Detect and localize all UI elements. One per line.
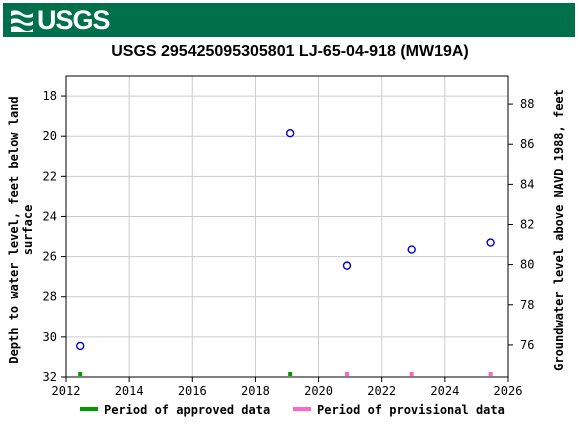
period-marker-provisional <box>409 372 414 376</box>
y-left-axis-ticks: 18 20 22 24 26 28 30 32 <box>43 89 66 384</box>
legend-provisional-label: Period of provisional data <box>317 403 505 417</box>
data-point <box>285 128 295 138</box>
data-point <box>486 238 495 247</box>
y-right-tick-label: 86 <box>520 137 534 151</box>
y-right-tick-label: 82 <box>520 217 534 231</box>
y-left-axis-label-line2: surface <box>21 205 35 256</box>
logo-text: USGS <box>37 5 111 35</box>
y-left-axis-label-line1: Depth to water level, feet below land <box>7 96 21 363</box>
x-tick-label: 2016 <box>178 384 207 398</box>
x-tick-label: 2014 <box>115 384 144 398</box>
legend-approved-swatch <box>80 407 98 411</box>
y-left-tick-label: 30 <box>43 330 57 344</box>
grid-lines <box>65 76 509 378</box>
data-point <box>407 245 416 254</box>
legend-approved-label: Period of approved data <box>104 403 270 417</box>
y-right-tick-label: 76 <box>520 338 534 352</box>
usgs-banner: USGS <box>3 3 575 37</box>
y-right-tick-label: 88 <box>520 97 534 111</box>
y-right-axis-label: Groundwater level above NAVD 1988, feet <box>552 89 566 371</box>
y-left-tick-label: 32 <box>43 370 57 384</box>
legend: Period of approved data Period of provis… <box>80 403 505 417</box>
data-points <box>76 128 495 351</box>
x-tick-label: 2022 <box>367 384 396 398</box>
x-tick-label: 2018 <box>241 384 270 398</box>
y-left-tick-label: 24 <box>43 209 57 223</box>
y-right-tick-label: 78 <box>520 298 534 312</box>
x-tick-label: 2012 <box>52 384 81 398</box>
usgs-wave-icon <box>11 10 33 32</box>
y-left-tick-label: 18 <box>43 89 57 103</box>
chart-title: USGS 295425095305801 LJ-65-04-918 (MW19A… <box>111 43 469 60</box>
period-marker-provisional <box>344 372 349 376</box>
data-point <box>76 341 85 351</box>
y-right-tick-label: 84 <box>520 177 534 191</box>
period-marker-provisional <box>488 372 493 376</box>
plot-frame <box>65 75 509 378</box>
usgs-logo[interactable]: USGS <box>9 5 111 35</box>
y-right-tick-label: 80 <box>520 258 534 272</box>
x-tick-label: 2020 <box>304 384 333 398</box>
period-marker-approved <box>78 372 83 376</box>
x-tick-label: 2024 <box>430 384 459 398</box>
y-left-tick-label: 20 <box>43 129 57 143</box>
y-left-tick-label: 28 <box>43 290 57 304</box>
y-left-tick-label: 22 <box>43 169 57 183</box>
x-tick-label: 2026 <box>494 384 523 398</box>
y-right-axis-ticks: 76 78 80 82 84 86 88 <box>508 97 534 352</box>
period-marker-approved <box>288 372 293 376</box>
x-axis-ticks: 2012 2014 2016 2018 2020 2022 2024 2026 <box>52 377 523 398</box>
y-left-tick-label: 26 <box>43 250 57 264</box>
period-markers <box>78 372 493 376</box>
legend-provisional-swatch <box>293 407 311 411</box>
data-point <box>342 261 352 270</box>
